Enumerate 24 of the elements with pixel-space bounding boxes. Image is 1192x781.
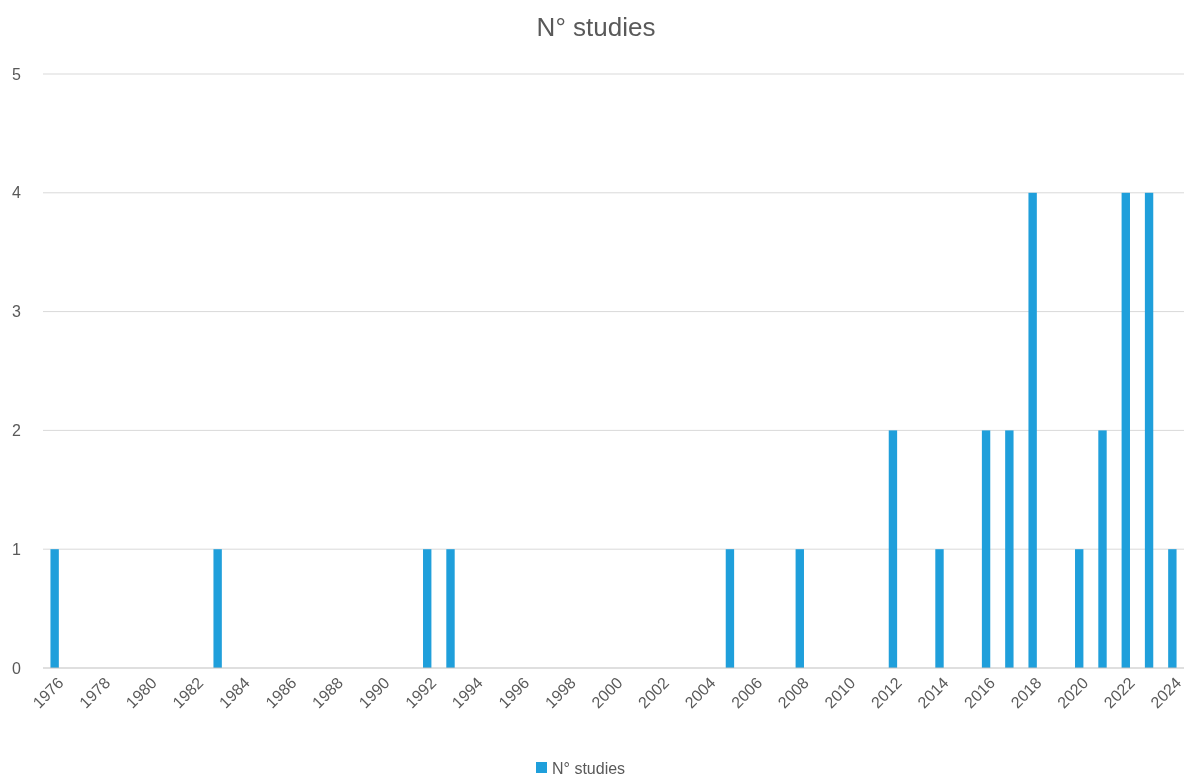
bar	[1098, 430, 1107, 668]
bar	[725, 549, 735, 668]
y-tick-label: 0	[12, 659, 22, 677]
bar	[213, 549, 222, 668]
y-tick-label: 3	[12, 303, 22, 321]
bar	[446, 549, 455, 668]
y-tick-label: 1	[12, 540, 22, 558]
bar	[423, 549, 432, 668]
y-tick-label: 2	[12, 422, 22, 439]
bar	[1075, 549, 1084, 668]
bar	[888, 430, 898, 668]
bar	[1168, 549, 1177, 668]
bar	[981, 430, 991, 668]
bar	[1028, 192, 1037, 668]
bar	[1121, 192, 1130, 668]
bar	[1144, 192, 1154, 668]
bar	[795, 549, 804, 668]
chart-title: N° studies	[536, 12, 656, 42]
y-tick-label: 4	[12, 184, 22, 202]
bar	[1005, 430, 1014, 668]
bar	[935, 549, 944, 668]
bar	[50, 549, 59, 668]
legend-label: N° studies	[552, 759, 626, 777]
y-tick-label: 5	[12, 65, 22, 83]
